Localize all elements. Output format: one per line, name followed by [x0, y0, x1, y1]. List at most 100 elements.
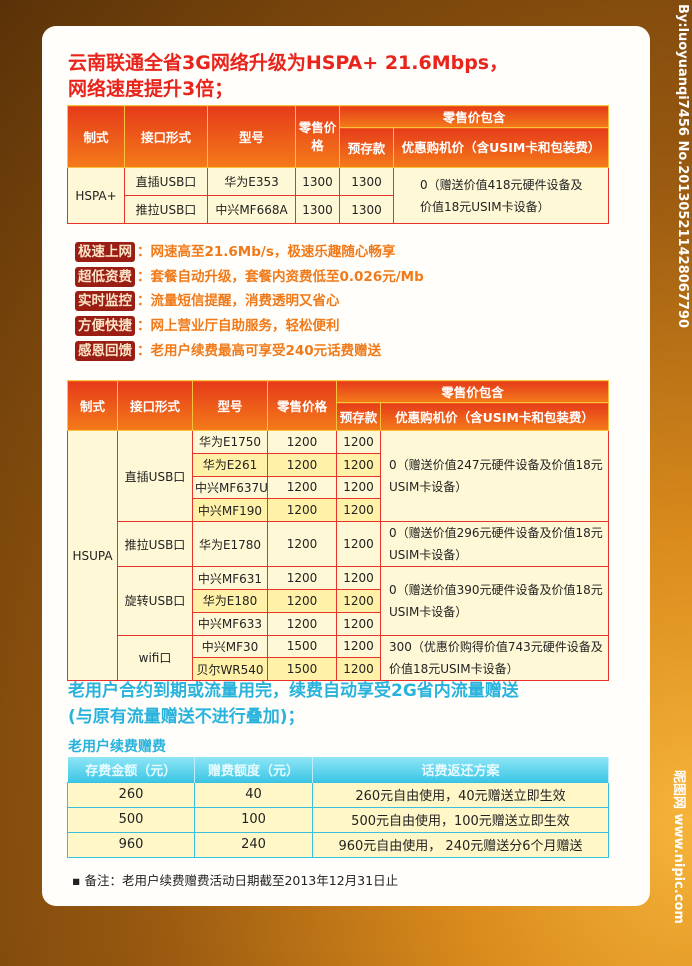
cell-model: 中兴MF668A	[207, 195, 296, 224]
feature-label: 方便快捷	[75, 316, 135, 336]
cell-discount: 0（赠送价值296元硬件设备及价值18元USIM卡设备）	[379, 521, 610, 568]
feature-text: ：老用户续费最高可享受240元话费赠送	[137, 343, 382, 359]
cell-model: 华为E1750	[192, 430, 268, 454]
cell-deposit-amount: 500	[67, 806, 195, 833]
cell-discount: 0（赠送价值418元硬件设备及价值18元USIM卡设备）	[392, 167, 610, 224]
cell-deposit-amount: 960	[67, 831, 195, 858]
table-row: 旋转USB口 中兴MF631 1200 1200 0（赠送价值390元硬件设备及价值18…	[68, 566, 610, 636]
table-row: 260 40 260元自由使用，40元赠送立即生效	[67, 781, 609, 808]
cell-deposit: 1200	[336, 452, 381, 477]
cell-model: 中兴MF190	[192, 498, 268, 523]
th-mode: 制式	[67, 105, 125, 168]
hsupa-table: 制式 接口形式 型号 零售价格 零售价包含 预存款 优惠购机价（含USIM卡和包…	[67, 380, 610, 682]
footnote: ▪ 备注：老用户续费赠费活动日期截至2013年12月31日止	[72, 873, 399, 888]
feature-item: 极速上网 ：网速高至21.6Mb/s，极速乐趣随心畅享	[75, 242, 395, 262]
cell-deposit: 1200	[336, 430, 381, 454]
cell-retail: 1200	[267, 452, 337, 477]
th-interface: 接口形式	[124, 105, 208, 168]
cell-refund-plan: 260元自由使用，40元赠送立即生效	[312, 781, 609, 808]
cell-model: 中兴MF633	[192, 611, 268, 636]
renewal-title-line-2: (与原有流量赠送不进行叠加)；	[68, 707, 305, 727]
headline: 云南联通全省3G网络升级为HSPA+ 21.6Mbps， 网络速度提升3倍；	[68, 50, 508, 102]
th-bonus-amount: 赠费额度（元）	[194, 757, 313, 782]
cell-deposit: 1200	[336, 657, 381, 682]
feature-text: ：网速高至21.6Mb/s，极速乐趣随心畅享	[137, 244, 396, 260]
th-model: 型号	[192, 380, 268, 431]
th-interface: 接口形式	[117, 380, 193, 431]
feature-text: ：套餐自动升级，套餐内资费低至0.026元/Mb	[137, 269, 424, 285]
table-row: 中兴MF637U 1200 1200	[68, 475, 609, 500]
feature-label: 超低资费	[75, 267, 135, 287]
table-row: 华为E261 1200 1200	[68, 452, 609, 477]
feature-item: 方便快捷 ：网上营业厅自助服务，轻松便利	[75, 316, 340, 336]
cell-model: 华为E1780	[192, 521, 268, 568]
th-includes: 零售价包含	[335, 380, 610, 403]
cell-discount: 300（优惠价购得价值743元硬件设备及价值18元USIM卡设备）	[379, 634, 610, 682]
table-row: HSUPA 直插USB口 华为E1750 1200 1200 0（赠送价值247元硬件设备…	[67, 429, 610, 682]
cell-retail: 1300	[295, 195, 340, 224]
cell-bonus-amount: 40	[194, 781, 313, 808]
cell-bonus-amount: 100	[194, 806, 313, 833]
cell-retail: 1200	[267, 521, 337, 568]
th-deposit: 预存款	[339, 127, 394, 168]
cell-deposit: 1200	[336, 611, 381, 636]
table-row: HSPA+ 直插USB口 华为E353 1300 1300 0（赠送价值418元…	[67, 167, 610, 224]
cell-model: 华为E180	[192, 588, 268, 613]
table-row: 中兴MF190 1200 1200	[68, 498, 609, 523]
renewal-subtitle: 老用户续费赠费	[68, 739, 166, 755]
th-deposit-amount: 存费金额（元）	[67, 757, 195, 782]
cell-deposit: 1200	[336, 588, 381, 613]
cell-refund-plan: 500元自由使用，100元赠送立即生效	[312, 806, 609, 833]
renewal-table: 存费金额（元） 赠费额度（元） 话费返还方案 260 40 260元自由使用，40元…	[67, 757, 609, 858]
cell-discount: 0（赠送价值247元硬件设备及价值18元USIM卡设备）	[379, 429, 610, 523]
feature-item: 感恩回馈 ：老用户续费最高可享受240元话费赠送	[75, 341, 381, 361]
feature-text: ：流量短信提醒，消费透明又省心	[137, 293, 340, 309]
feature-label: 极速上网	[75, 242, 135, 262]
table-row: 500 100 500元自由使用，100元赠送立即生效	[67, 806, 609, 833]
cell-retail: 1300	[295, 167, 340, 196]
feature-label: 实时监控	[75, 291, 135, 311]
cell-mode: HSUPA	[67, 429, 118, 682]
watermark-site: 昵图网 www.nipic.com	[671, 770, 686, 924]
th-retail: 零售价格	[267, 380, 337, 431]
th-discount: 优惠购机价（含USIM卡和包装费）	[392, 127, 610, 168]
cell-interface: 推拉USB口	[117, 521, 193, 568]
cell-interface: 推拉USB口	[124, 195, 208, 224]
cell-model: 贝尔WR540	[192, 657, 268, 682]
cell-retail: 1200	[267, 498, 337, 523]
table-row: 推拉USB口 中兴MF668A 1300 1300	[68, 195, 609, 224]
cell-refund-plan: 960元自由使用， 240元赠送分6个月赠送	[312, 831, 609, 858]
cell-discount: 0（赠送价值390元硬件设备及价值18元USIM卡设备）	[379, 566, 610, 636]
hspa-plus-table: 制式 接口形式 型号 零售价格 零售价包含 预存款 优惠购机价（含USIM卡和包…	[67, 105, 610, 224]
cell-retail: 1500	[267, 657, 337, 682]
headline-line-2: 网络速度提升3倍；	[68, 78, 234, 100]
cell-retail: 1200	[267, 588, 337, 613]
table-row: 贝尔WR540 1500 1200	[68, 657, 609, 682]
headline-line-1: 云南联通全省3G网络升级为HSPA+ 21.6Mbps，	[68, 52, 509, 74]
cell-retail: 1200	[267, 430, 337, 454]
cell-deposit: 1300	[339, 167, 394, 196]
th-refund-plan: 话费返还方案	[312, 757, 609, 782]
cell-interface: 直插USB口	[117, 429, 193, 523]
th-retail: 零售价格	[295, 105, 340, 168]
table-row: wifi口 中兴MF30 1500 1200 300（优惠价购得价值743元硬件设备及价…	[68, 634, 610, 682]
cell-mode: HSPA+	[67, 167, 125, 224]
cell-retail: 1500	[267, 634, 337, 659]
cell-model: 中兴MF30	[192, 634, 268, 659]
cell-bonus-amount: 240	[194, 831, 313, 858]
cell-deposit: 1300	[339, 195, 394, 224]
table-row: 960 240 960元自由使用， 240元赠送分6个月赠送	[67, 831, 609, 858]
table-row: 中兴MF633 1200 1200	[68, 611, 609, 636]
th-discount: 优惠购机价（含USIM卡和包装费）	[379, 402, 610, 431]
feature-item: 实时监控 ：流量短信提醒，消费透明又省心	[75, 291, 340, 311]
cell-deposit: 1200	[336, 521, 381, 568]
cell-model: 中兴MF631	[192, 566, 268, 590]
th-includes: 零售价包含	[338, 105, 610, 128]
cell-retail: 1200	[267, 566, 337, 590]
renewal-title-line-1: 老用户合约到期或流量用完，续费自动享受2G省内流量赠送	[68, 681, 519, 701]
th-mode: 制式	[67, 380, 118, 431]
cell-deposit-amount: 260	[67, 781, 195, 808]
feature-item: 超低资费 ：套餐自动升级，套餐内资费低至0.026元/Mb	[75, 267, 424, 287]
th-deposit: 预存款	[336, 402, 381, 431]
table-row: 华为E180 1200 1200	[68, 588, 609, 613]
